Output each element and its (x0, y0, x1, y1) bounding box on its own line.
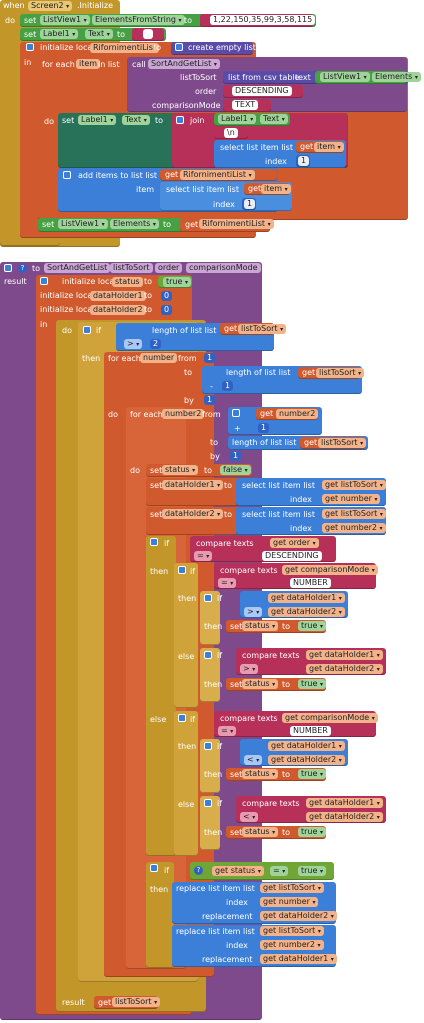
order-string[interactable]: DESCENDING (232, 86, 292, 96)
add-gear-icon[interactable] (63, 171, 71, 179)
create-empty-list-block[interactable] (171, 42, 253, 55)
help-icon[interactable]: ? (18, 264, 27, 273)
param-comparisonmode[interactable]: comparisonMode (186, 263, 261, 273)
join-gear-icon[interactable] (176, 116, 184, 124)
else-if-mode-number[interactable] (174, 711, 198, 856)
list-gear-icon[interactable] (175, 43, 183, 51)
when-label: when (3, 1, 25, 10)
item-var[interactable]: item (76, 59, 101, 69)
label1-dropdown[interactable]: Label1 ▾ (40, 29, 79, 39)
listview1-getter[interactable]: ListView1 ▾ (320, 72, 370, 82)
if-status-true[interactable] (146, 862, 174, 968)
newline-string[interactable]: \n (224, 128, 238, 138)
event-name: .Initialize (77, 1, 114, 10)
proc-dropdown[interactable]: SortAndGetList ▾ (148, 59, 220, 69)
elements-string-field[interactable]: 1,22,150,35,99,3,58,115 (210, 15, 316, 25)
property-dropdown[interactable]: ElementsFromString ▾ (92, 15, 185, 25)
elements-getter[interactable]: Elements ▾ (372, 72, 421, 82)
proc-gear-icon[interactable] (4, 264, 12, 272)
text-prop-dropdown[interactable]: Text ▾ (85, 29, 113, 39)
listview1-dropdown[interactable]: ListView1 ▾ (40, 15, 90, 25)
if-order-descending[interactable] (146, 536, 176, 856)
param-order[interactable]: order (155, 263, 183, 273)
empty-string-field[interactable] (143, 29, 153, 39)
do-label: do (5, 16, 15, 25)
local-var-name[interactable]: RifornimentiList (90, 43, 160, 53)
if-mode-number[interactable] (174, 563, 198, 708)
mutator-gear-icon[interactable] (26, 43, 34, 51)
param-listtosort[interactable]: listToSort (110, 263, 153, 273)
mode-string[interactable]: TEXT (232, 100, 259, 110)
screen-component-dropdown[interactable]: Screen2 ▾ (28, 1, 73, 11)
proc-name-field[interactable]: SortAndGetList (44, 263, 111, 273)
